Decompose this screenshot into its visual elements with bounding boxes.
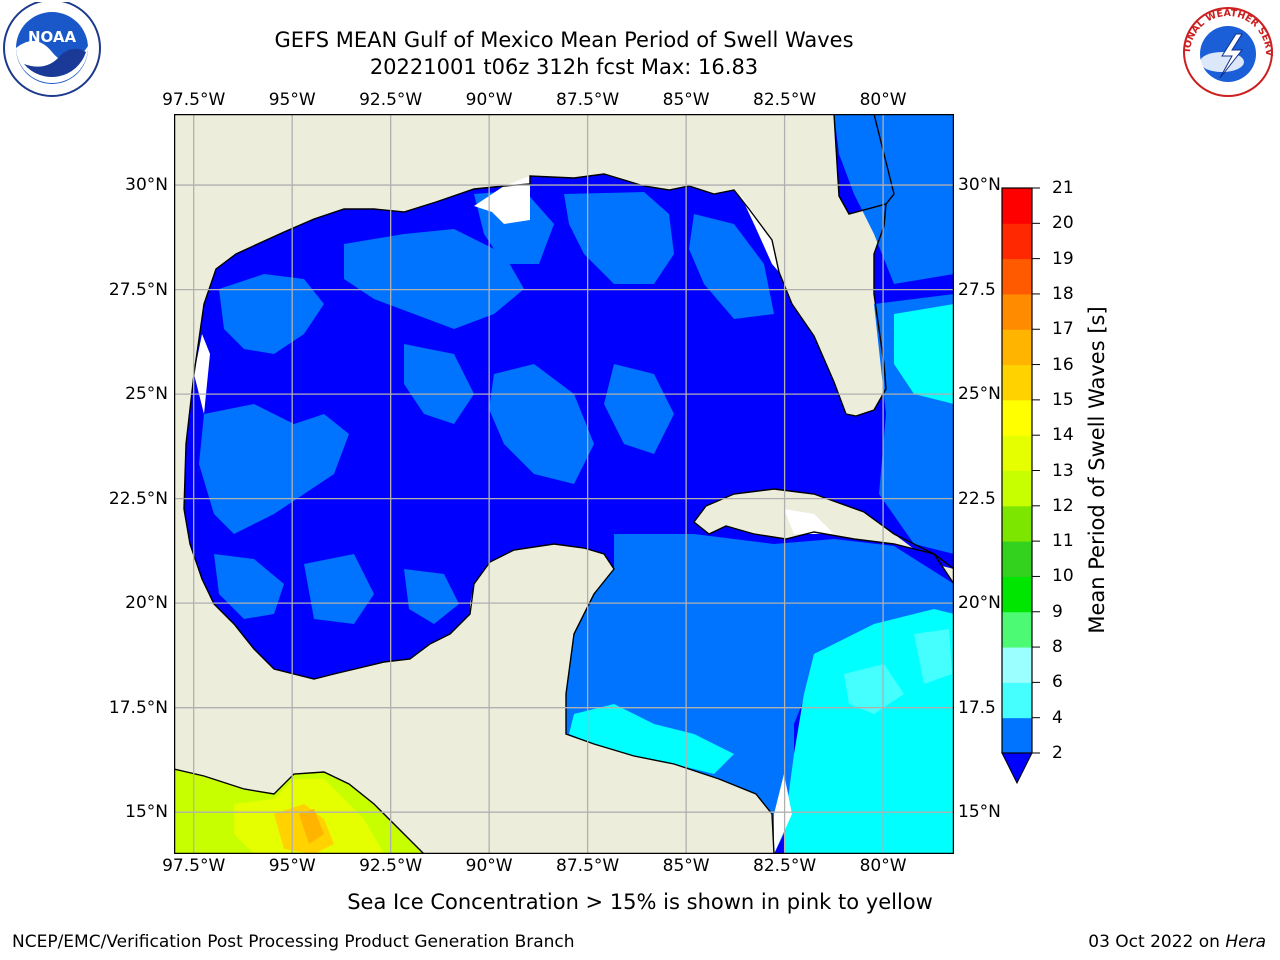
colorbar-tick-label: 4: [1052, 707, 1063, 728]
footer-date: 03 Oct 2022 on Hera: [1088, 932, 1266, 952]
colorbar-tick-label: 10: [1052, 566, 1074, 587]
lon-label-top: 97.5°W: [162, 90, 226, 110]
colorbar-tick-label: 18: [1052, 283, 1074, 304]
colorbar-tick-label: 14: [1052, 425, 1074, 446]
lat-label-right: 20°N: [958, 593, 1001, 614]
footer-branch: NCEP/EMC/Verification Post Processing Pr…: [12, 932, 575, 952]
colorbar-segment: [1002, 647, 1032, 683]
footer-date-text: 03 Oct 2022 on: [1088, 932, 1226, 952]
noaa-logo: NOAA: [3, 2, 101, 97]
colorbar-tick-label: 8: [1052, 637, 1063, 658]
colorbar-tick-label: 20: [1052, 213, 1074, 234]
colorbar: [1001, 187, 1040, 785]
lat-label-right: 30°N: [958, 175, 1001, 196]
lon-label-bottom: 95°W: [268, 856, 316, 876]
colorbar-tick-label: 2: [1052, 743, 1063, 763]
lon-label-bottom: 90°W: [465, 856, 513, 876]
graticule: [174, 114, 954, 854]
gulf-of-mexico-map: [174, 114, 954, 854]
colorbar-tick-label: 15: [1052, 389, 1074, 410]
svg-text:NOAA: NOAA: [28, 28, 77, 46]
lon-label-bottom: 87.5°W: [556, 856, 620, 876]
colorbar-under-arrow: [1001, 752, 1033, 785]
colorbar-segment: [1002, 188, 1032, 224]
lon-label-top: 85°W: [662, 90, 710, 110]
lat-label-left: 20°N: [125, 593, 168, 614]
lon-label-bottom: 92.5°W: [359, 856, 423, 876]
lat-label-left: 22.5°N: [108, 488, 168, 509]
colorbar-segment: [1002, 258, 1032, 295]
swell-6-8s-areas: [844, 629, 952, 714]
colorbar-segment: [1002, 611, 1032, 648]
colorbar-tick-label: 17: [1052, 319, 1074, 340]
lat-label-left: 25°N: [125, 384, 168, 405]
lon-label-top: 92.5°W: [359, 90, 423, 110]
chart-title: GEFS MEAN Gulf of Mexico Mean Period of …: [274, 28, 854, 52]
colorbar-segment: [1002, 435, 1032, 471]
colorbar-label: Mean Period of Swell Waves [s]: [1085, 306, 1109, 634]
lon-label-bottom: 82.5°W: [753, 856, 817, 876]
lat-label-left: 15°N: [125, 802, 168, 823]
sea-ice-note-text: Sea Ice Concentration > 15% is shown in …: [347, 890, 933, 914]
lon-label-bottom: 97.5°W: [162, 856, 226, 876]
map-frame: [174, 114, 954, 854]
colorbar-segment: [1002, 223, 1032, 260]
colorbar-segment: [1002, 293, 1032, 330]
colorbar-tick-label: 16: [1052, 354, 1074, 375]
colorbar-segment: [1002, 329, 1032, 366]
lat-label-right: 17.5: [958, 697, 996, 718]
colorbar-segment: [1002, 682, 1032, 719]
colorbar-tick-label: 11: [1052, 531, 1074, 552]
nws-logo: NATIONAL WEATHER SERVICE: [1176, 2, 1274, 97]
footer-host: Hera: [1225, 932, 1266, 952]
swell-4-6s-areas: [569, 304, 954, 854]
colorbar-tick-label: 21: [1052, 178, 1074, 198]
colorbar-segment: [1002, 505, 1032, 542]
colorbar-segment: [1002, 576, 1032, 613]
lat-label-left: 30°N: [125, 175, 168, 196]
lon-label-top: 90°W: [465, 90, 513, 110]
lat-label-right: 25°N: [958, 384, 1001, 405]
lat-label-right: 15°N: [958, 802, 1001, 823]
colorbar-segment: [1002, 717, 1032, 754]
lon-label-bottom: 80°W: [859, 856, 907, 876]
lon-label-top: 95°W: [268, 90, 316, 110]
colorbar-segment: [1002, 541, 1032, 577]
colorbar-segment: [1002, 364, 1032, 401]
sea-ice-note: Sea Ice Concentration > 15% is shown in …: [0, 890, 1280, 914]
lon-label-top: 87.5°W: [556, 90, 620, 110]
lat-label-right: 27.5: [958, 279, 996, 300]
colorbar-segment: [1002, 470, 1032, 507]
lat-label-right: 22.5: [958, 488, 996, 509]
colorbar-tick-label: 6: [1052, 672, 1063, 693]
colorbar-tick-label: 9: [1052, 601, 1063, 622]
colorbar-segment: [1002, 399, 1032, 436]
lon-label-top: 82.5°W: [753, 90, 817, 110]
colorbar-tick-label: 19: [1052, 248, 1074, 269]
lon-label-top: 80°W: [859, 90, 907, 110]
lon-label-bottom: 85°W: [662, 856, 710, 876]
colorbar-tick-label: 13: [1052, 460, 1074, 481]
colorbar-tick-label: 12: [1052, 495, 1074, 516]
pacific-high-period-area: [174, 769, 424, 854]
coastlines: [174, 114, 954, 854]
chart-subtitle: 20221001 t06z 312h fcst Max: 16.83: [369, 55, 759, 79]
lat-label-left: 27.5°N: [108, 279, 168, 300]
lat-label-left: 17.5°N: [108, 697, 168, 718]
